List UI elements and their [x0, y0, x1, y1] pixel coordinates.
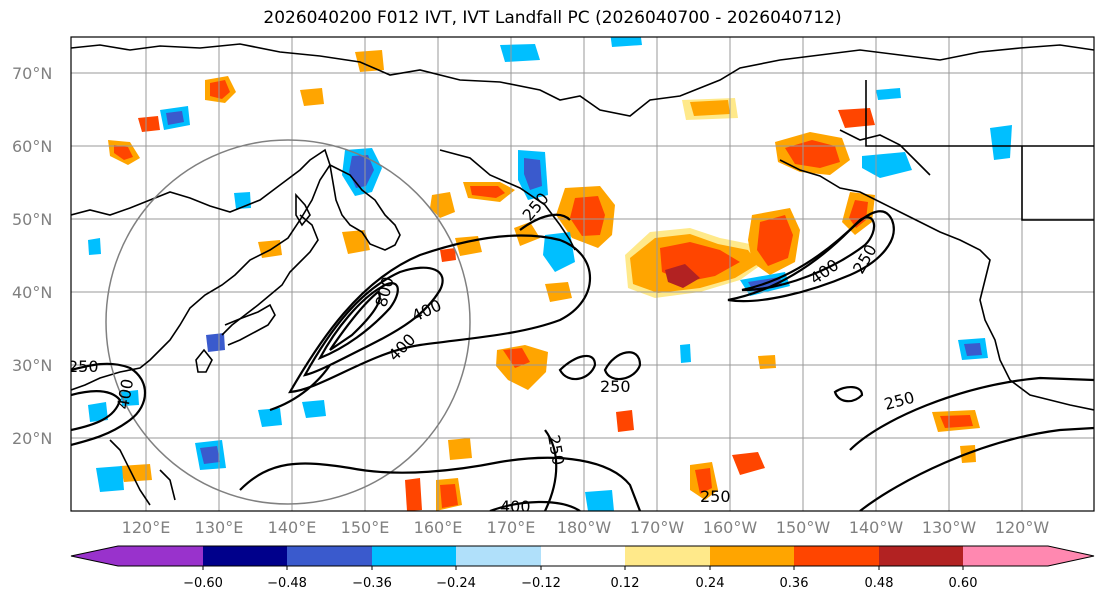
- colorbar-tick-label: −0.12: [521, 576, 561, 591]
- lon-label: 170°E: [487, 518, 536, 537]
- contour-labels: 250 250 250 250 250 250 250 400 400 400 …: [68, 189, 917, 516]
- colorbar-segment: [287, 546, 372, 566]
- colorbar-tick-label: 0.48: [865, 576, 894, 591]
- contour-label: 250: [700, 487, 731, 506]
- contour-label: 400: [500, 497, 531, 516]
- colorbar-segment: [372, 546, 456, 566]
- latitude-labels: 70°N 60°N 50°N 40°N 30°N 20°N: [12, 64, 52, 448]
- lon-label: 160°E: [414, 518, 463, 537]
- colorbar-segment: [710, 546, 794, 566]
- landfall-reference-circle: [105, 139, 471, 505]
- colorbar-tick-label: 0.24: [696, 576, 725, 591]
- graticule: [71, 37, 1094, 511]
- colorbar-tick-label: −0.24: [436, 576, 476, 591]
- longitude-labels: 120°E 130°E 140°E 150°E 160°E 170°E 180°…: [122, 518, 1050, 537]
- colorbar-tick-label: −0.60: [183, 576, 223, 591]
- colorbar-outline: [70, 545, 1095, 567]
- map-plot-area: 250 250 250 250 250 250 250 400 400 400 …: [68, 37, 1094, 516]
- map-frame: [70, 36, 1095, 512]
- lat-label: 30°N: [12, 356, 52, 375]
- lon-label: 140°W: [849, 518, 904, 537]
- colorbar-segment: [541, 546, 625, 566]
- lon-label: 170°W: [630, 518, 685, 537]
- colorbar-tick-label: −0.48: [267, 576, 307, 591]
- lat-label: 40°N: [12, 283, 52, 302]
- colorbar-tick-label: 0.36: [780, 576, 809, 591]
- lon-label: 160°W: [703, 518, 758, 537]
- lon-label: 150°W: [776, 518, 831, 537]
- colorbar-segment: [794, 546, 879, 566]
- colorbar-segment: [71, 546, 203, 566]
- lat-label: 20°N: [12, 429, 52, 448]
- lon-label: 150°E: [341, 518, 390, 537]
- colorbar-segment: [625, 546, 710, 566]
- map-title: 2026040200 F012 IVT, IVT Landfall PC (20…: [263, 8, 842, 28]
- lon-label: 130°E: [195, 518, 244, 537]
- colorbar-segment: [963, 546, 1094, 566]
- contour-label: 250: [68, 357, 99, 376]
- ivt-contours: [71, 210, 1094, 511]
- lon-label: 120°E: [122, 518, 171, 537]
- lon-label: 180°W: [557, 518, 612, 537]
- lon-label: 140°E: [268, 518, 317, 537]
- colorbar: −0.60 −0.48 −0.36 −0.24 −0.12 0.12 0.24 …: [70, 545, 1095, 591]
- lon-label: 120°W: [995, 518, 1050, 537]
- colorbar-segment: [203, 546, 287, 566]
- contour-label: 250: [600, 377, 631, 396]
- lon-label: 130°W: [922, 518, 977, 537]
- colorbar-tick-label: 0.12: [611, 576, 640, 591]
- colorbar-segment: [456, 546, 541, 566]
- lat-label: 50°N: [12, 210, 52, 229]
- colorbar-segment: [879, 546, 963, 566]
- lat-label: 70°N: [12, 64, 52, 83]
- positive-pc-shading: [108, 50, 980, 511]
- colorbar-tick-label: 0.60: [949, 576, 978, 591]
- coastlines: [71, 43, 1094, 506]
- colorbar-tick-label: −0.36: [352, 576, 392, 591]
- lat-label: 60°N: [12, 137, 52, 156]
